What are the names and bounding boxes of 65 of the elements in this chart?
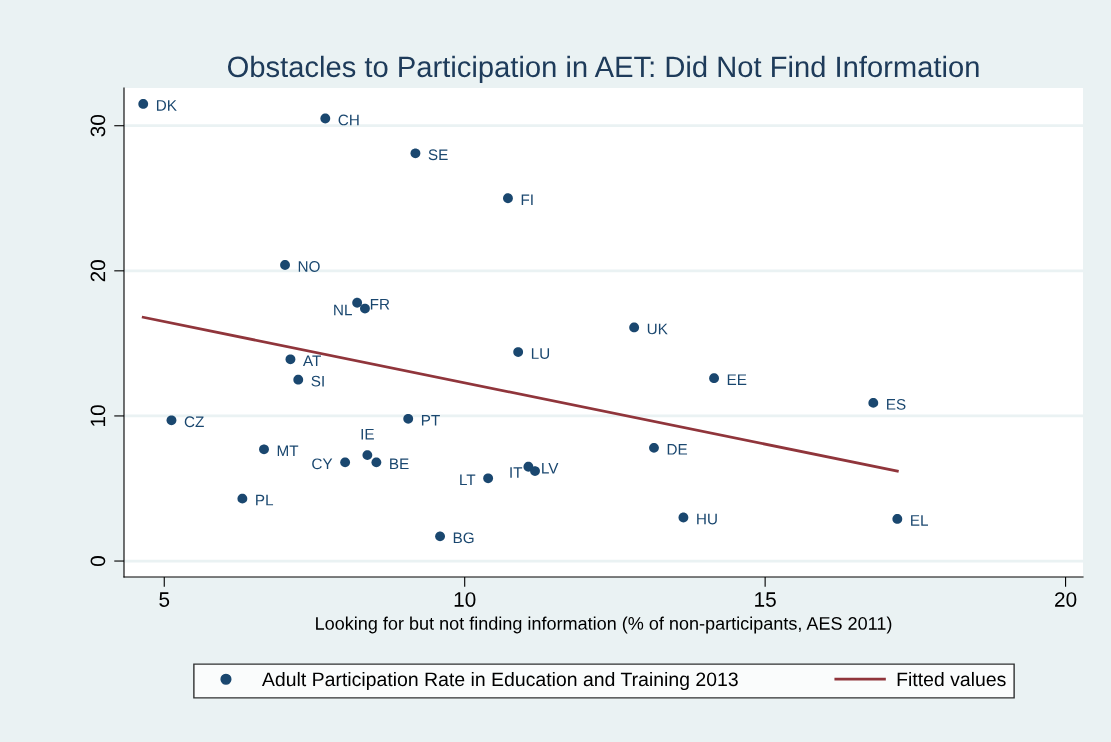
y-tick-label: 30	[90, 114, 106, 137]
point	[371, 457, 382, 468]
point	[280, 260, 290, 270]
annotation: FR	[370, 298, 390, 310]
point	[892, 514, 903, 524]
annotation: CH	[338, 114, 359, 126]
chart-title: Obstacles to Participation in AET: Did Not Find Information	[228, 55, 979, 83]
point	[360, 303, 370, 314]
point	[403, 413, 414, 424]
y-tick-label: 20	[90, 260, 106, 282]
annotation: EE	[727, 374, 747, 385]
point	[166, 415, 177, 426]
point	[629, 322, 640, 333]
point	[362, 450, 373, 461]
point	[678, 512, 689, 523]
annotation: EL	[911, 515, 929, 526]
point	[709, 373, 719, 384]
annotation: DE	[667, 444, 688, 455]
point	[503, 193, 513, 204]
annotation: PL	[256, 494, 274, 506]
annotation: BE	[390, 458, 409, 470]
x-tick-label: 20	[1055, 592, 1077, 607]
point	[530, 466, 540, 476]
point	[649, 442, 659, 453]
annotation: CZ	[184, 416, 204, 428]
point	[435, 531, 445, 542]
point	[138, 99, 149, 109]
annotation: IT	[510, 467, 523, 478]
point	[293, 374, 304, 385]
annotation: IE	[361, 428, 374, 440]
x-tick-label: 15	[755, 592, 776, 607]
y-tick-label: 10	[90, 405, 106, 426]
annotation: HU	[697, 513, 717, 525]
point	[340, 457, 351, 468]
annotation: PT	[421, 415, 440, 426]
annotation: ES	[887, 398, 906, 410]
annotation: LV	[542, 462, 559, 474]
annotation: SI	[311, 375, 324, 387]
point	[285, 354, 296, 365]
annotation: FI	[521, 194, 533, 206]
point	[320, 113, 331, 124]
annotation: DK	[156, 100, 177, 111]
annotation: CY	[312, 458, 333, 470]
point	[259, 444, 269, 455]
x-tick-label: 5	[159, 592, 170, 607]
point	[352, 297, 363, 308]
point	[410, 148, 421, 159]
annotation: AT	[302, 355, 321, 367]
annotation: NO	[298, 261, 320, 272]
y-tick-label: 0	[90, 556, 106, 567]
point	[868, 397, 879, 408]
x-axis-title: Looking for but not finding information (% of non-participants, AES 2011)	[316, 616, 892, 634]
point	[513, 347, 524, 357]
annotation: LT	[460, 474, 476, 486]
annotation: NL	[334, 304, 352, 316]
annotation: BG	[453, 532, 474, 544]
annotation: LU	[531, 348, 550, 359]
annotation: SE	[428, 149, 448, 161]
legend-label: Fitted values	[897, 671, 1006, 687]
legend-label: Adult Participation Rate in Education and Training 2013	[261, 671, 738, 691]
point	[483, 473, 494, 484]
annotation: UK	[647, 323, 668, 335]
x-tick-label: 10	[454, 592, 476, 607]
point	[237, 493, 248, 504]
annotation: MT	[277, 445, 299, 457]
